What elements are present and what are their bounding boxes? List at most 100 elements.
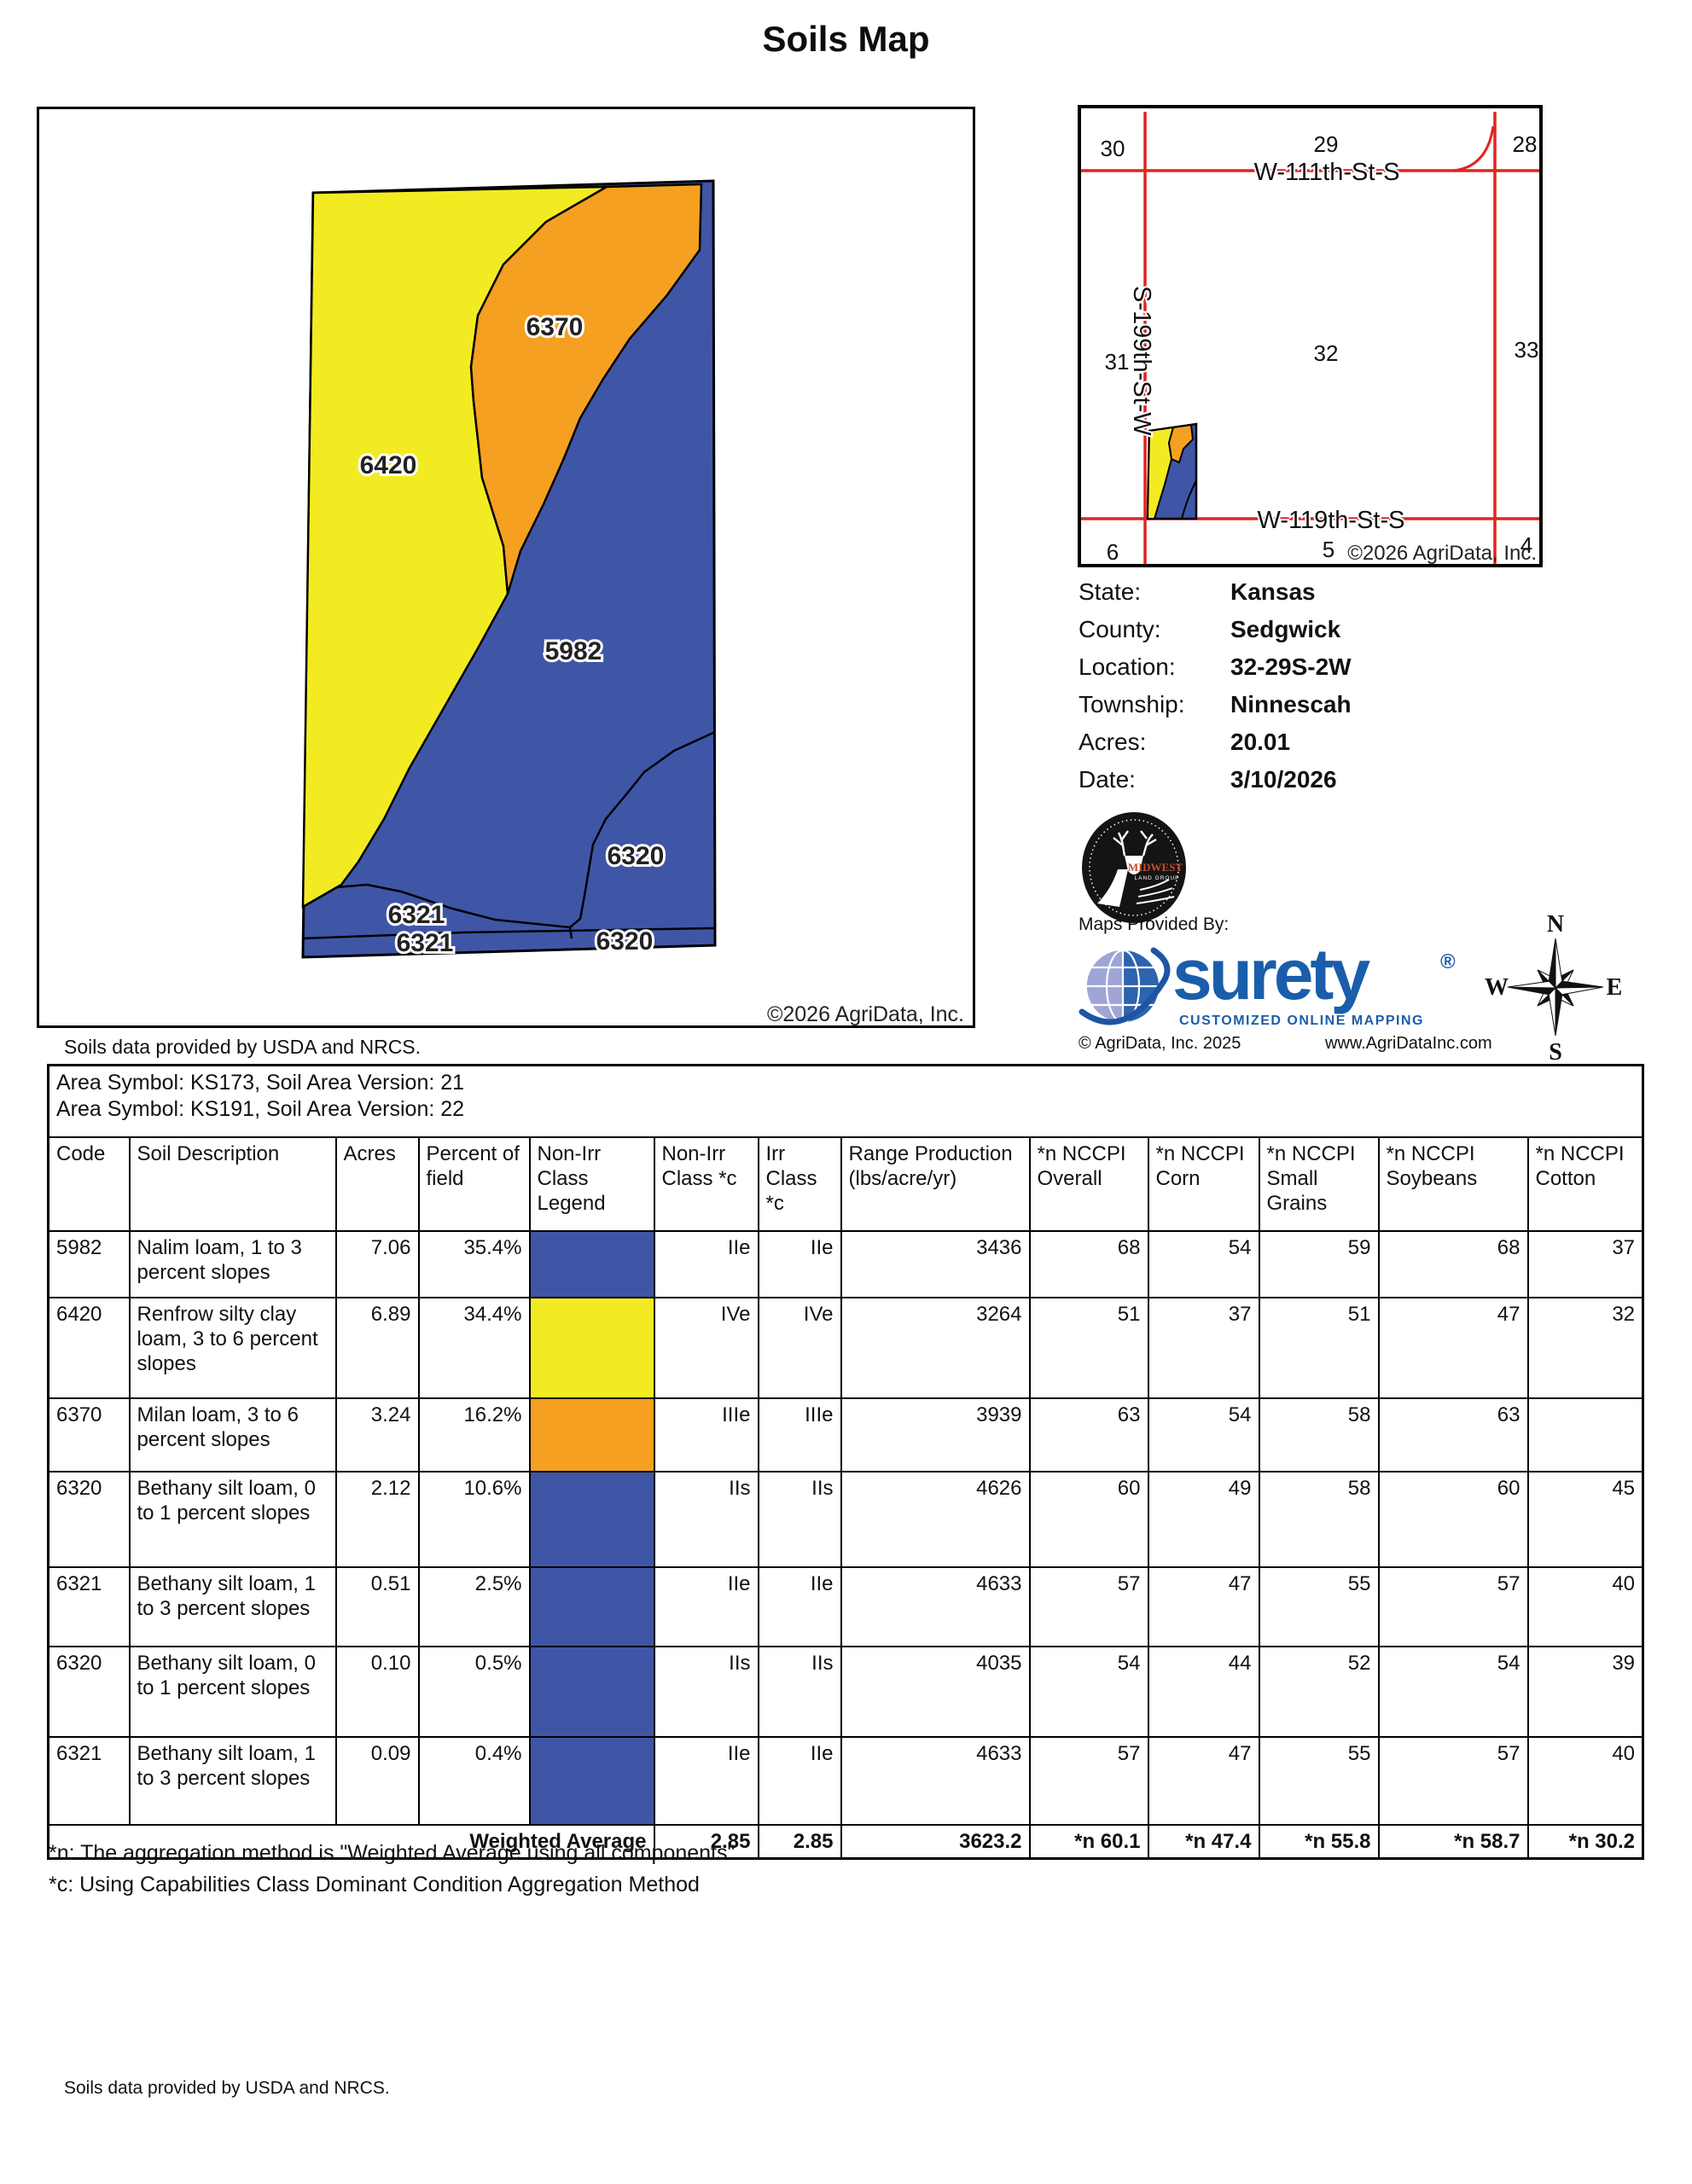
- cell-percent: 34.4%: [417, 1296, 531, 1399]
- cell-code: 6370: [47, 1397, 131, 1472]
- cell-acres: 0.51: [334, 1565, 420, 1647]
- table-row: 6370 Milan loam, 3 to 6 percent slopes 3…: [47, 1397, 1644, 1472]
- cell-nccpi-cotton: [1526, 1397, 1644, 1472]
- cell-legend-swatch: [528, 1229, 655, 1298]
- cell-acres: 0.09: [334, 1735, 420, 1826]
- compass-west-label: W: [1485, 974, 1509, 1001]
- cell-range-production: 3264: [840, 1296, 1031, 1399]
- table-row: 6320 Bethany silt loam, 0 to 1 percent s…: [47, 1645, 1644, 1738]
- cell-non-irr-class: IIs: [653, 1645, 759, 1738]
- agridata-url: www.AgriDataInc.com: [1325, 1034, 1492, 1053]
- cell-nccpi-overall: 51: [1028, 1296, 1149, 1399]
- info-state-label: State:: [1079, 578, 1142, 605]
- info-acres-label: Acres:: [1079, 729, 1147, 755]
- cell-range-production: 3939: [840, 1397, 1031, 1472]
- wa-nccpi-overall: *n 60.1: [1028, 1823, 1149, 1860]
- info-county-value: Sedgwick: [1230, 616, 1341, 642]
- cell-nccpi-corn: 54: [1147, 1229, 1260, 1298]
- cell-code: 6320: [47, 1470, 131, 1568]
- cell-percent: 0.4%: [417, 1735, 531, 1826]
- surety-wordmark: surety: [1172, 934, 1370, 1014]
- agridata-copyright: © AgriData, Inc. 2025: [1079, 1034, 1241, 1053]
- cell-legend-swatch: [528, 1645, 655, 1738]
- cell-nccpi-small-grains: 58: [1258, 1397, 1380, 1472]
- cell-nccpi-overall: 57: [1028, 1565, 1149, 1647]
- header-nccpi-small-grains: *n NCCPI Small Grains: [1258, 1136, 1380, 1232]
- soil-boundary-6320: [569, 730, 716, 928]
- cell-nccpi-small-grains: 51: [1258, 1296, 1380, 1399]
- cell-code: 6321: [47, 1735, 131, 1826]
- info-township-label: Township:: [1079, 691, 1185, 717]
- compass-south-label: S: [1549, 1039, 1562, 1066]
- cell-description: Nalim loam, 1 to 3 percent slopes: [128, 1229, 337, 1298]
- footer-soils-note: Soils data provided by USDA and NRCS.: [64, 2078, 390, 2098]
- soil-region-6370: [469, 183, 703, 595]
- header-nccpi-cotton: *n NCCPI Cotton: [1526, 1136, 1644, 1232]
- info-location-label: Location:: [1079, 653, 1176, 680]
- map-label-6370: 6370: [526, 313, 584, 341]
- cell-description: Renfrow silty clay loam, 3 to 6 percent …: [128, 1296, 337, 1399]
- table-row: 6420 Renfrow silty clay loam, 3 to 6 per…: [47, 1296, 1644, 1399]
- cell-range-production: 4633: [840, 1735, 1031, 1826]
- cell-nccpi-corn: 47: [1147, 1565, 1260, 1647]
- cell-range-production: 4626: [840, 1470, 1031, 1568]
- field-rows-icon: [1136, 879, 1175, 904]
- cell-acres: 2.12: [334, 1470, 420, 1568]
- cell-legend-swatch: [528, 1735, 655, 1826]
- compass-north-label: N: [1547, 911, 1564, 938]
- section-5: 5: [1323, 537, 1334, 562]
- table-row: 6321 Bethany silt loam, 1 to 3 percent s…: [47, 1565, 1644, 1647]
- cell-irr-class: IIe: [757, 1735, 842, 1826]
- info-county: County: Sedgwick: [1079, 616, 1556, 648]
- road-label-w119th: W-119th-St-S: [1258, 507, 1405, 534]
- cell-nccpi-small-grains: 58: [1258, 1470, 1380, 1568]
- cell-legend-swatch: [528, 1565, 655, 1647]
- soils-map: 6420 6370 5982 6320 6321 6321 6320 ©2026…: [37, 107, 975, 1028]
- soil-boundary-connector: [568, 926, 573, 939]
- cell-code: 6320: [47, 1645, 131, 1738]
- cell-non-irr-class: IIe: [653, 1229, 759, 1298]
- cell-percent: 16.2%: [417, 1397, 531, 1472]
- cell-percent: 10.6%: [417, 1470, 531, 1568]
- header-nccpi-corn: *n NCCPI Corn: [1147, 1136, 1260, 1232]
- info-date: Date: 3/10/2026: [1079, 766, 1556, 799]
- road-curve: [1452, 125, 1495, 172]
- section-32: 32: [1314, 340, 1339, 366]
- cell-description: Bethany silt loam, 0 to 1 percent slopes: [128, 1470, 337, 1568]
- cell-description: Bethany silt loam, 1 to 3 percent slopes: [128, 1565, 337, 1647]
- cell-nccpi-soybeans: 57: [1377, 1565, 1529, 1647]
- cell-legend-swatch: [528, 1296, 655, 1399]
- cell-non-irr-class: IIs: [653, 1470, 759, 1568]
- section-6: 6: [1107, 539, 1119, 565]
- header-code: Code: [47, 1136, 131, 1232]
- cell-irr-class: IIIe: [757, 1397, 842, 1472]
- info-date-label: Date:: [1079, 766, 1136, 793]
- wa-nccpi-small-grains: *n 55.8: [1258, 1823, 1380, 1860]
- section-28: 28: [1513, 131, 1538, 157]
- wa-irr-class: 2.85: [757, 1823, 842, 1860]
- cell-nccpi-corn: 47: [1147, 1735, 1260, 1826]
- cell-nccpi-cotton: 32: [1526, 1296, 1644, 1399]
- cell-nccpi-soybeans: 57: [1377, 1735, 1529, 1826]
- info-township: Township: Ninnescah: [1079, 691, 1556, 723]
- section-33: 33: [1515, 337, 1539, 363]
- cell-acres: 0.10: [334, 1645, 420, 1738]
- cell-range-production: 4035: [840, 1645, 1031, 1738]
- wa-nccpi-cotton: *n 30.2: [1526, 1823, 1644, 1860]
- map-copyright: ©2026 AgriData, Inc.: [767, 1002, 964, 1026]
- footnote-capabilities: *c: Using Capabilities Class Dominant Co…: [49, 1873, 700, 1896]
- cell-nccpi-overall: 68: [1028, 1229, 1149, 1298]
- cell-nccpi-soybeans: 63: [1377, 1397, 1529, 1472]
- cell-nccpi-cotton: 40: [1526, 1735, 1644, 1826]
- map-label-6320-a: 6320: [608, 842, 665, 870]
- cell-nccpi-corn: 37: [1147, 1296, 1260, 1399]
- soil-boundary-sliver: [302, 926, 716, 940]
- info-state: State: Kansas: [1079, 578, 1556, 611]
- location-map-copyright: ©2026 AgriData, Inc.: [1347, 542, 1537, 565]
- section-4: 4: [1520, 532, 1532, 558]
- cell-acres: 7.06: [334, 1229, 420, 1298]
- cell-nccpi-cotton: 45: [1526, 1470, 1644, 1568]
- cell-acres: 6.89: [334, 1296, 420, 1399]
- compass-east-label: E: [1607, 974, 1623, 1001]
